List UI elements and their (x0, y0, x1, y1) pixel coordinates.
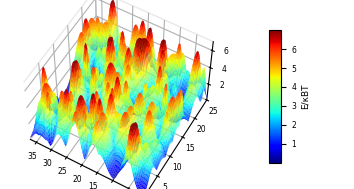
Y-axis label: E/κBT: E/κBT (300, 84, 309, 109)
